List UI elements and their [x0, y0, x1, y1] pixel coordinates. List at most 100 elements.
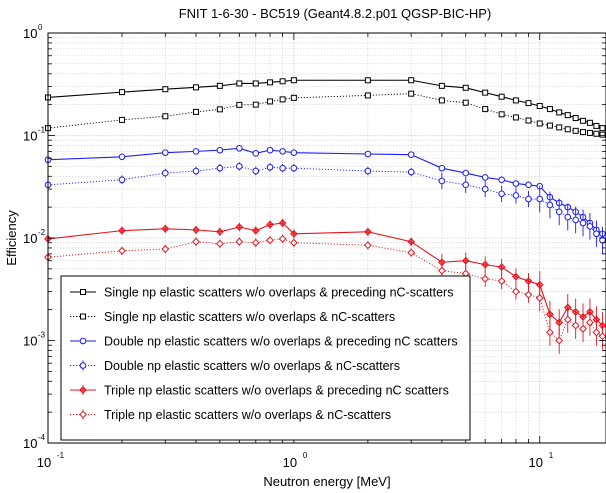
series-1 [45, 77, 606, 132]
data-point-marker [579, 219, 587, 227]
series-line [47, 147, 603, 235]
data-point-marker [80, 289, 86, 295]
data-point-marker [572, 127, 579, 134]
data-point-marker [498, 93, 505, 100]
data-point-marker [80, 313, 86, 320]
series-line [47, 93, 603, 136]
data-point-marker [593, 130, 600, 137]
legend-entry-6: Triple np elastic scatters w/o overlaps … [70, 408, 391, 422]
y-tick-label: 10 [23, 26, 37, 41]
data-point-marker [546, 328, 554, 337]
data-point-marker [364, 92, 371, 99]
data-point-marker [438, 177, 446, 185]
data-point-marker [524, 277, 533, 285]
data-point-marker [79, 410, 87, 419]
data-point-marker [536, 195, 544, 203]
data-point-marker [118, 176, 126, 184]
data-point-marker [564, 213, 572, 221]
data-point-marker [216, 146, 224, 154]
data-point-marker [555, 208, 563, 216]
data-point-marker [481, 174, 489, 181]
data-point-marker [525, 181, 532, 189]
legend-entry-3: Double np elastic scatters w/o overlaps … [70, 335, 458, 349]
data-point-marker [236, 163, 243, 170]
data-point-marker [536, 120, 543, 127]
data-point-marker [546, 201, 554, 209]
data-point-marker [512, 287, 520, 296]
data-point-marker [546, 310, 554, 319]
series-layer [44, 77, 606, 354]
data-point-marker [462, 84, 469, 91]
data-point-marker [162, 149, 169, 156]
data-point-marker [438, 164, 446, 172]
legend: Single np elastic scatters w/o overlaps … [60, 275, 471, 441]
y-tick-exponent: -1 [38, 126, 46, 135]
data-point-marker [408, 90, 415, 97]
data-point-marker [481, 185, 489, 193]
data-point-marker [290, 77, 297, 84]
data-point-marker [437, 266, 446, 275]
data-point-marker [592, 328, 601, 337]
data-point-marker [267, 79, 274, 86]
legend-label: Single np elastic scatters w/o overlaps … [104, 310, 395, 324]
series-4 [44, 162, 606, 254]
data-point-marker [571, 321, 580, 330]
data-point-marker [481, 274, 490, 283]
data-point-marker [215, 227, 224, 236]
data-point-marker [162, 86, 169, 93]
data-point-marker [161, 224, 170, 233]
data-point-marker [290, 94, 297, 101]
data-point-marker [462, 181, 470, 189]
data-point-marker [215, 239, 224, 248]
data-point-marker [266, 163, 274, 171]
legend-label: Triple np elastic scatters w/o overlaps … [104, 408, 391, 422]
data-point-marker [119, 89, 126, 96]
data-point-marker [599, 125, 606, 132]
data-point-marker [572, 115, 579, 122]
data-point-marker [593, 122, 600, 129]
data-point-marker [408, 77, 415, 84]
data-point-marker [192, 225, 200, 234]
data-point-marker [290, 149, 298, 156]
x-tick-exponent: 1 [549, 451, 554, 460]
data-point-marker [586, 129, 593, 136]
data-point-marker [512, 180, 520, 187]
data-point-marker [279, 148, 286, 155]
data-point-marker [236, 80, 243, 87]
data-point-marker [119, 116, 126, 123]
series-line [47, 165, 603, 241]
data-point-marker [364, 167, 372, 175]
data-point-marker [251, 226, 260, 235]
data-point-marker [118, 153, 126, 161]
legend-label: Double np elastic scatters w/o overlaps … [104, 335, 458, 349]
data-point-marker [289, 229, 298, 238]
legend-label: Triple np elastic scatters w/o overlaps … [104, 384, 449, 398]
data-point-marker [586, 223, 594, 230]
data-point-marker [579, 324, 587, 333]
data-point-marker [556, 124, 563, 131]
series-line [47, 238, 603, 342]
data-point-marker [524, 290, 533, 299]
data-point-marker [193, 84, 200, 91]
data-point-marker [252, 101, 259, 108]
y-tick-label: 10 [23, 436, 37, 451]
data-point-marker [252, 167, 260, 175]
data-point-marker [407, 151, 415, 158]
data-point-marker [235, 223, 244, 231]
data-point-marker [216, 82, 223, 89]
series-2 [45, 90, 606, 138]
data-point-marker [535, 294, 544, 302]
data-point-marker [278, 219, 287, 227]
data-point-marker [118, 246, 126, 255]
data-point-marker [162, 169, 169, 177]
data-point-marker [363, 241, 372, 250]
data-point-marker [79, 386, 87, 394]
legend-label: Single np elastic scatters w/o overlaps … [104, 286, 453, 300]
data-point-marker [407, 248, 416, 257]
data-point-marker [556, 109, 563, 116]
data-point-marker [498, 190, 505, 198]
data-point-marker [546, 106, 553, 113]
data-point-marker [462, 169, 470, 177]
y-tick-label: 10 [23, 334, 37, 349]
data-point-marker [438, 97, 445, 104]
